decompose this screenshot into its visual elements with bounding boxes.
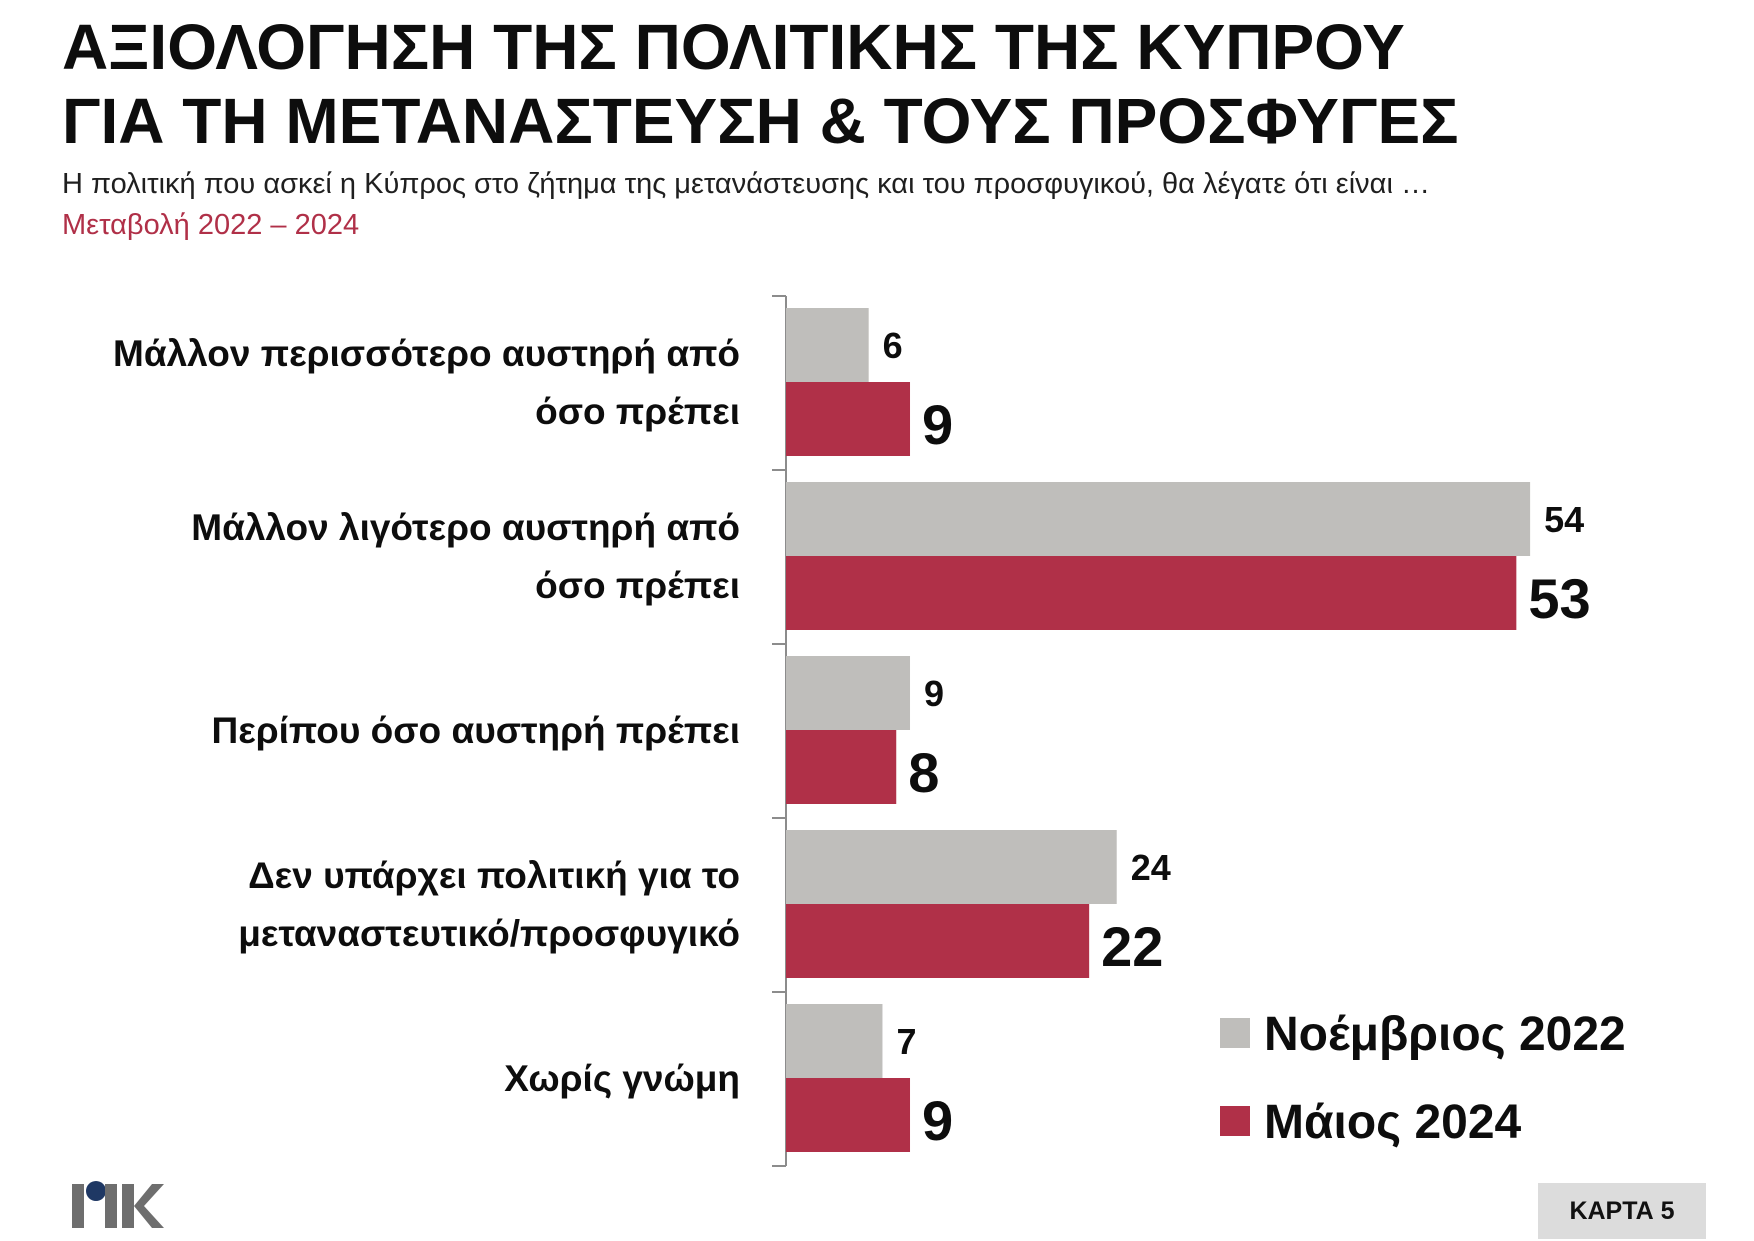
bar-may-2024: [786, 904, 1090, 978]
bar-nov-2022: [786, 1004, 883, 1078]
value-label-nov-2022: 7: [896, 1021, 916, 1062]
bar-may-2024: [786, 730, 897, 804]
category-label: Δεν υπάρχει πολιτική για το: [248, 855, 740, 896]
category-label: Μάλλον λιγότερο αυστηρή από: [191, 507, 740, 548]
category-label: Περίπου όσο αυστηρή πρέπει: [211, 710, 740, 751]
bar-may-2024: [786, 556, 1517, 630]
value-label-nov-2022: 54: [1544, 499, 1584, 540]
bar-nov-2022: [786, 830, 1117, 904]
card-number: ΚΑΡΤΑ 5: [1538, 1183, 1706, 1239]
question-text: Η πολιτική που ασκεί η Κύπρος στο ζήτημα…: [62, 168, 1430, 200]
legend-swatch-nov-2022: [1220, 1018, 1250, 1048]
category-label: όσο πρέπει: [535, 391, 740, 432]
title-line-1: ΑΞΙΟΛΟΓΗΣΗ ΤΗΣ ΠΟΛΙΤΙΚΗΣ ΤΗΣ ΚΥΠΡΟΥ: [62, 11, 1405, 83]
legend-swatch-may-2024: [1220, 1106, 1250, 1136]
category-label: όσο πρέπει: [535, 565, 740, 606]
rik-logo: [72, 1181, 164, 1228]
legend-label-may-2024: Μάιος 2024: [1264, 1096, 1522, 1149]
bar-nov-2022: [786, 482, 1531, 556]
value-label-may-2024: 9: [922, 393, 953, 456]
title-line-2: ΓΙΑ ΤΗ ΜΕΤΑΝΑΣΤΕΥΣΗ & ΤΟΥΣ ΠΡΟΣΦΥΓΕΣ: [62, 85, 1459, 157]
value-label-nov-2022: 9: [924, 673, 944, 714]
category-label: Χωρίς γνώμη: [504, 1058, 740, 1099]
category-label: Μάλλον περισσότερο αυστηρή από: [113, 333, 740, 374]
change-subtitle: Μεταβολή 2022 – 2024: [62, 209, 360, 241]
value-label-may-2024: 22: [1101, 915, 1163, 978]
legend-label-nov-2022: Νοέμβριος 2022: [1264, 1008, 1626, 1061]
bar-may-2024: [786, 382, 911, 456]
value-label-may-2024: 9: [922, 1089, 953, 1152]
value-label-may-2024: 8: [908, 741, 939, 804]
bar-may-2024: [786, 1078, 911, 1152]
category-label: μεταναστευτικό/προσφυγικό: [238, 913, 740, 954]
value-label-may-2024: 53: [1528, 567, 1590, 630]
bar-nov-2022: [786, 656, 911, 730]
value-label-nov-2022: 6: [883, 325, 903, 366]
chart-title: ΑΞΙΟΛΟΓΗΣΗ ΤΗΣ ΠΟΛΙΤΙΚΗΣ ΤΗΣ ΚΥΠΡΟΥ ΓΙΑ …: [62, 10, 1702, 158]
bar-nov-2022: [786, 308, 869, 382]
value-label-nov-2022: 24: [1131, 847, 1171, 888]
